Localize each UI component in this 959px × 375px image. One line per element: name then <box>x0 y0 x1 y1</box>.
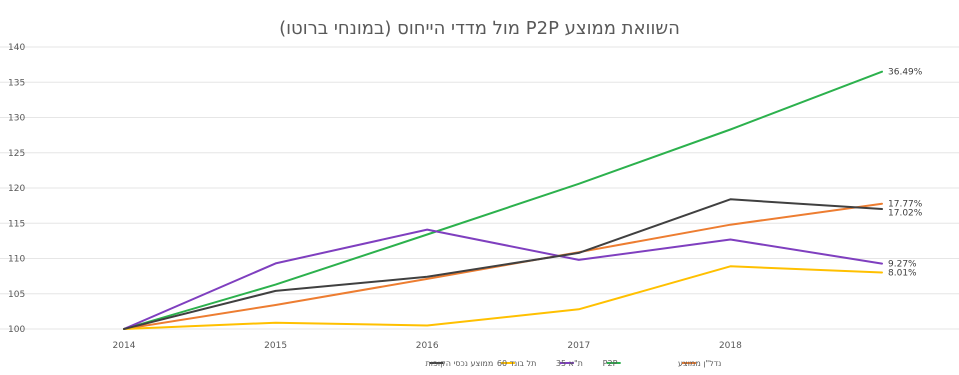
y-tick-label: 100 <box>8 325 25 335</box>
legend-label: ממוצע נכסי הקופות <box>425 359 493 368</box>
y-tick-label: 105 <box>8 290 25 300</box>
x-axis: 2014 2015 2016 2017 2018 <box>113 341 743 351</box>
x-tick-label: 2014 <box>113 341 136 351</box>
legend-label: ת"א 35 <box>556 359 583 368</box>
series-layer <box>123 70 883 330</box>
legend-item: ת"א 35 <box>556 359 583 368</box>
legend-item: נדל"ן ממוצע <box>678 359 721 368</box>
y-axis: 100 105 110 115 120 125 130 135 140 <box>8 43 25 335</box>
y-tick-label: 135 <box>8 78 25 88</box>
legend-label: תל בונד 60 <box>497 359 536 368</box>
y-tick-label: 120 <box>8 184 25 194</box>
chart-title: השוואת ממוצע P2P מול מדדי הייחוס (במונחי… <box>279 18 680 39</box>
series-line <box>123 70 883 330</box>
y-tick-label: 110 <box>8 255 25 265</box>
end-value-label: 36.49% <box>888 68 923 78</box>
legend-label: נדל"ן ממוצע <box>678 359 721 368</box>
y-tick-label: 140 <box>8 43 25 53</box>
legend-item: ממוצע נכסי הקופות <box>425 359 493 368</box>
series-line <box>123 265 883 330</box>
end-value-label: 8.01% <box>888 269 917 279</box>
end-value-label: 9.27% <box>888 260 917 270</box>
end-value-label: 17.02% <box>888 209 923 219</box>
series-line <box>123 198 883 330</box>
y-tick-label: 130 <box>8 114 25 124</box>
end-value-label: 17.77% <box>888 200 923 210</box>
end-labels: 17.77% 36.49% 9.27%8.01% 17.02% <box>888 68 923 279</box>
x-tick-label: 2017 <box>567 341 590 351</box>
x-tick-label: 2018 <box>719 341 742 351</box>
series-line <box>123 228 883 330</box>
grid-layer <box>0 46 959 330</box>
legend: נדל"ן ממוצע P2P ת"א 35 תל בונד 60 ממוצע נכסי… <box>425 359 721 368</box>
legend-label: P2P <box>603 359 618 368</box>
y-tick-label: 115 <box>8 219 25 229</box>
legend-item: תל בונד 60 <box>497 359 536 368</box>
x-tick-label: 2015 <box>264 341 287 351</box>
y-tick-label: 125 <box>8 149 25 159</box>
legend-item: P2P <box>603 359 621 368</box>
x-tick-label: 2016 <box>416 341 439 351</box>
series-line <box>123 202 883 330</box>
